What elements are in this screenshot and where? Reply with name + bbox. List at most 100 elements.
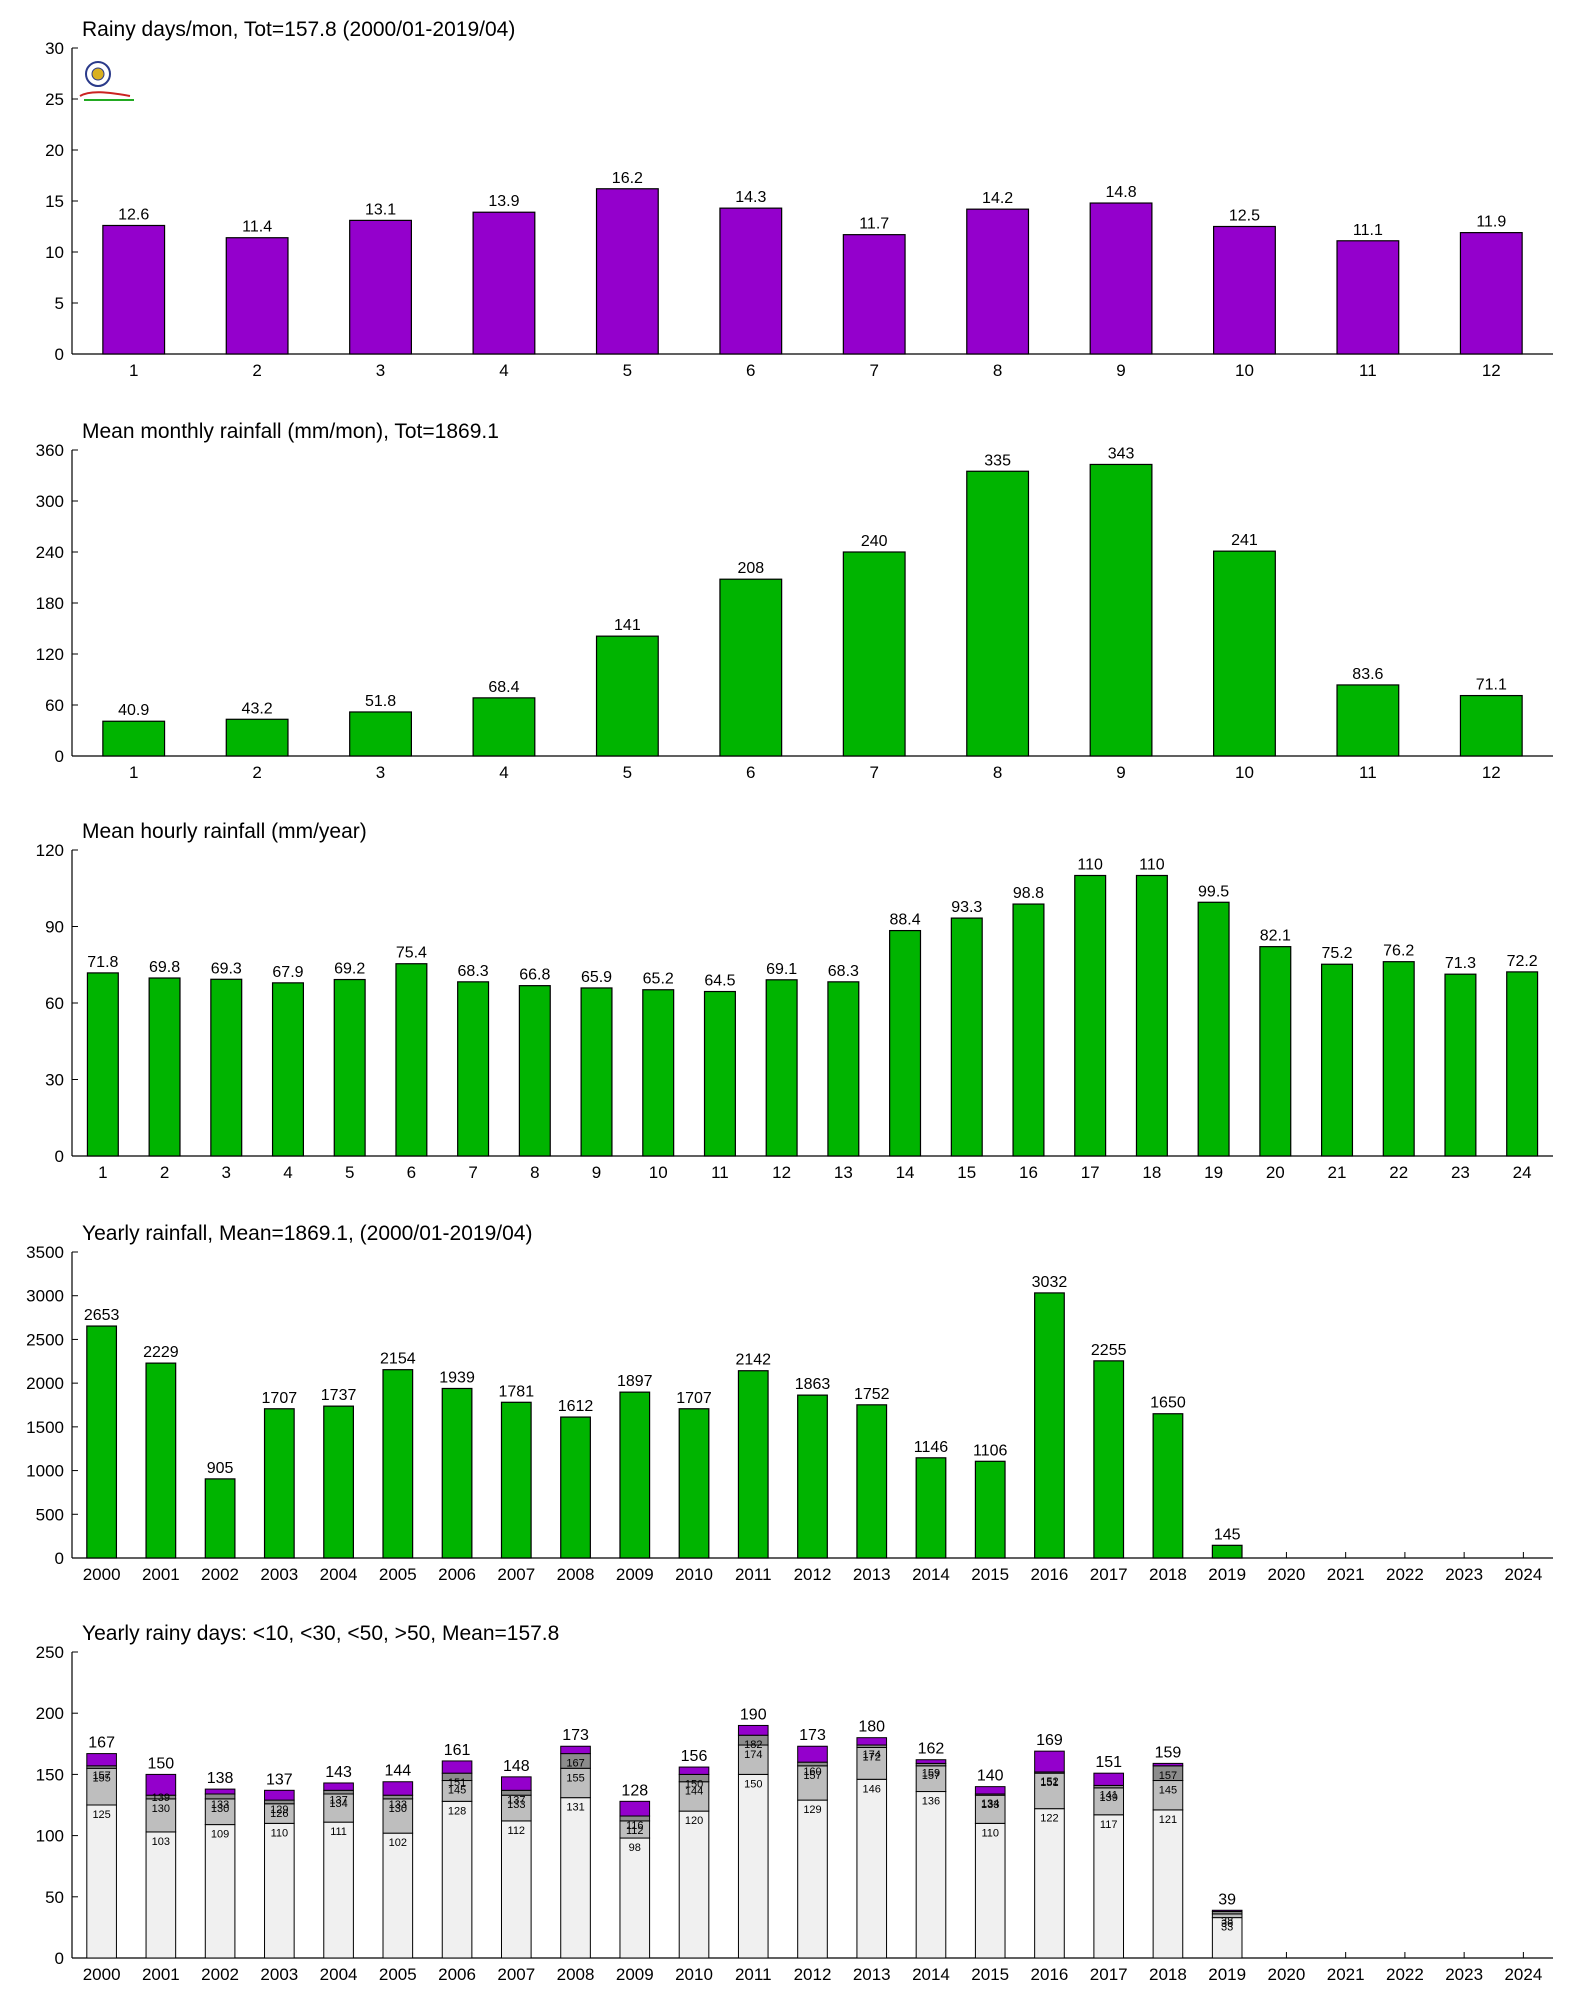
stack-cum-label: 174 bbox=[863, 1749, 881, 1761]
bar-value-label: 2154 bbox=[380, 1351, 416, 1368]
bar-value-label: 11.9 bbox=[1476, 214, 1506, 231]
stack-segment bbox=[560, 1767, 591, 1799]
bar bbox=[1074, 874, 1107, 1157]
x-tick-label: 2017 bbox=[1090, 1565, 1128, 1584]
stack-segment bbox=[619, 1800, 651, 1817]
stack-segment bbox=[1034, 1772, 1065, 1810]
bar-value-label: 65.9 bbox=[581, 969, 612, 986]
stack-segment bbox=[1152, 1809, 1184, 1959]
bar-value-label: 1863 bbox=[795, 1376, 831, 1393]
bar-value-label: 66.8 bbox=[519, 967, 550, 984]
stack-segment bbox=[737, 1773, 769, 1959]
stack-segment bbox=[856, 1737, 888, 1746]
bar-value-label: 64.5 bbox=[704, 973, 735, 990]
bar-value-label: 69.1 bbox=[766, 961, 797, 978]
bar bbox=[580, 987, 613, 1157]
stack-segment bbox=[145, 1831, 177, 1959]
bar bbox=[595, 635, 659, 757]
bar bbox=[472, 211, 536, 355]
x-tick-label: 2018 bbox=[1149, 1565, 1187, 1584]
stack-cum-label: 117 bbox=[1100, 1819, 1118, 1831]
x-tick-label: 8 bbox=[993, 361, 1002, 380]
x-tick-label: 2002 bbox=[201, 1965, 239, 1984]
x-tick-label: 18 bbox=[1142, 1163, 1161, 1182]
stack-segment bbox=[678, 1766, 710, 1775]
stack-cum-label: 133 bbox=[211, 1799, 229, 1811]
y-tick-label: 200 bbox=[36, 1704, 64, 1723]
bar-value-label: 98.8 bbox=[1013, 885, 1044, 902]
x-tick-label: 7 bbox=[869, 361, 878, 380]
x-tick-label: 10 bbox=[1235, 763, 1254, 782]
x-tick-label: 2022 bbox=[1386, 1565, 1424, 1584]
stack-segment bbox=[915, 1759, 947, 1764]
bar bbox=[619, 1391, 651, 1559]
bar-value-label: 11.4 bbox=[242, 219, 272, 236]
stack-segment bbox=[86, 1804, 117, 1959]
bar bbox=[1135, 874, 1168, 1157]
stack-cum-label: 111 bbox=[330, 1826, 347, 1838]
stack-total-label: 151 bbox=[1095, 1754, 1122, 1771]
bar bbox=[595, 188, 659, 355]
x-tick-label: 9 bbox=[1116, 361, 1125, 380]
bar bbox=[856, 1404, 888, 1559]
x-tick-label: 6 bbox=[746, 763, 755, 782]
stack-segment bbox=[974, 1786, 1006, 1795]
bar bbox=[145, 1362, 177, 1559]
bar-value-label: 14.3 bbox=[735, 189, 766, 206]
x-tick-label: 3 bbox=[376, 763, 385, 782]
bar bbox=[1382, 961, 1415, 1157]
stack-cum-label: 151 bbox=[1040, 1777, 1058, 1789]
bar-value-label: 13.1 bbox=[365, 201, 396, 218]
stack-cum-label: 137 bbox=[507, 1794, 525, 1806]
bar bbox=[1034, 1292, 1065, 1559]
x-tick-label: 1 bbox=[129, 361, 138, 380]
y-tick-label: 60 bbox=[45, 696, 64, 715]
bar-value-label: 71.8 bbox=[87, 954, 118, 971]
x-tick-label: 2014 bbox=[912, 1565, 950, 1584]
x-tick-label: 22 bbox=[1389, 1163, 1408, 1182]
stack-cum-label: 155 bbox=[566, 1772, 584, 1784]
x-tick-label: 12 bbox=[1482, 763, 1501, 782]
bar bbox=[86, 972, 119, 1157]
stack-cum-label: 128 bbox=[448, 1805, 466, 1817]
stack-segment bbox=[500, 1820, 532, 1959]
stack-segment bbox=[856, 1746, 888, 1780]
bar-value-label: 110 bbox=[1077, 857, 1103, 874]
bar-value-label: 99.5 bbox=[1198, 883, 1229, 900]
stack-cum-label: 157 bbox=[1159, 1770, 1177, 1782]
stack-segment bbox=[1093, 1787, 1125, 1816]
x-tick-label: 2022 bbox=[1386, 1965, 1424, 1984]
x-tick-label: 2002 bbox=[201, 1565, 239, 1584]
x-tick-label: 5 bbox=[623, 763, 632, 782]
stack-cum-label: 157 bbox=[922, 1770, 940, 1782]
stack-cum-label: 38 bbox=[1221, 1915, 1233, 1927]
bar-value-label: 69.8 bbox=[149, 959, 180, 976]
stack-cum-label: 172 bbox=[863, 1751, 881, 1763]
stack-cum-label: 130 bbox=[389, 1803, 407, 1815]
y-tick-label: 5 bbox=[55, 294, 64, 313]
stack-segment bbox=[382, 1832, 414, 1959]
stack-segment bbox=[500, 1776, 532, 1791]
stack-cum-label: 136 bbox=[922, 1796, 940, 1808]
y-tick-label: 3000 bbox=[26, 1287, 64, 1306]
x-tick-label: 2006 bbox=[438, 1965, 476, 1984]
bar-value-label: 71.1 bbox=[1476, 677, 1507, 694]
x-tick-label: 3 bbox=[376, 361, 385, 380]
stack-cum-label: 112 bbox=[626, 1825, 644, 1837]
bar-value-label: 110 bbox=[1139, 857, 1165, 874]
logo-emblem bbox=[79, 61, 134, 101]
bar-value-label: 68.4 bbox=[488, 679, 519, 696]
chart-panel-2: Mean monthly rainfall (mm/mon), Tot=1869… bbox=[36, 420, 1553, 782]
bar bbox=[974, 1460, 1006, 1559]
bar-value-label: 71.3 bbox=[1445, 955, 1476, 972]
bar-value-label: 75.2 bbox=[1321, 945, 1352, 962]
stack-segment bbox=[264, 1789, 295, 1801]
stack-cum-label: 150 bbox=[744, 1778, 762, 1790]
x-tick-label: 2 bbox=[252, 763, 261, 782]
bar-value-label: 68.3 bbox=[458, 963, 489, 980]
stack-cum-label: 110 bbox=[271, 1827, 289, 1839]
bar-value-label: 2255 bbox=[1091, 1342, 1127, 1359]
stack-cum-label: 103 bbox=[152, 1836, 170, 1848]
stack-cum-label: 141 bbox=[1100, 1789, 1118, 1801]
